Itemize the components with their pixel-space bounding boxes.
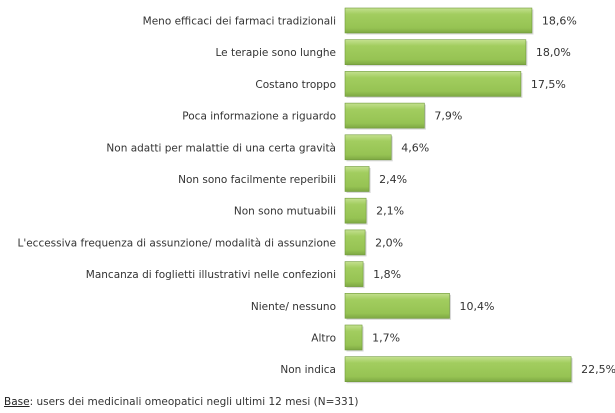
category-label: Niente/ nessuno: [251, 301, 336, 313]
category-label: Non sono facilmente reperibili: [178, 174, 336, 186]
category-label: Meno efficaci dei farmaci tradizionali: [143, 16, 336, 28]
category-label: Poca informazione a riguardo: [182, 111, 336, 123]
category-label: Mancanza di foglietti illustrativi nelle…: [86, 269, 336, 281]
bar: [344, 197, 367, 224]
category-label: Non adatti per malattie di una certa gra…: [106, 142, 336, 154]
category-label: Costano troppo: [255, 79, 336, 91]
base-label: Base: [4, 396, 30, 408]
value-label: 2,0%: [375, 236, 403, 249]
bar: [344, 39, 527, 66]
bar: [344, 324, 363, 351]
bar: [344, 166, 370, 192]
value-label: 22,5%: [581, 363, 615, 376]
category-label: L'eccessiva frequenza di assunzione/ mod…: [17, 237, 336, 249]
bar: [344, 7, 533, 34]
value-label: 10,4%: [460, 300, 495, 313]
category-label: Altro: [311, 333, 336, 345]
bar: [344, 292, 450, 319]
base-text: : users dei medicinali omeopatici negli …: [29, 396, 359, 408]
value-label: 17,5%: [531, 78, 566, 91]
bar: [344, 229, 366, 256]
bar: [344, 134, 392, 161]
footer-note: Base: users dei medicinali omeopatici ne…: [4, 396, 359, 408]
value-label: 18,0%: [536, 46, 571, 59]
category-label: Non sono mutuabili: [234, 206, 336, 218]
bar: [344, 71, 522, 97]
value-label: 1,7%: [372, 332, 400, 345]
value-label: 4,6%: [401, 141, 429, 154]
bar: [344, 261, 364, 287]
value-label: 2,4%: [379, 173, 407, 186]
bar: [344, 356, 572, 383]
category-label: Le terapie sono lunghe: [216, 47, 337, 59]
value-label: 7,9%: [434, 110, 462, 123]
bar: [344, 102, 425, 129]
value-label: 2,1%: [376, 205, 404, 218]
value-label: 1,8%: [373, 268, 401, 281]
category-label: Non indica: [280, 364, 336, 376]
value-label: 18,6%: [542, 15, 577, 28]
